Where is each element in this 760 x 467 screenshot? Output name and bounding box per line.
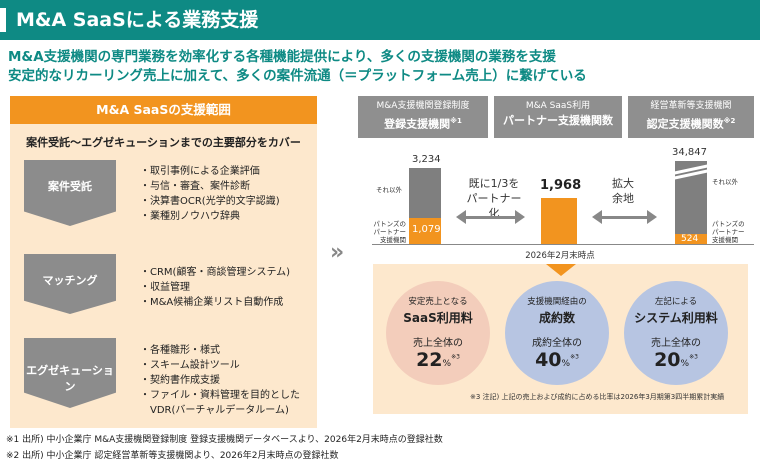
left-partner-label-line: パトンズの [373,220,406,228]
right-partner-label: パトンズの パートナー 支援機関 [712,220,745,244]
right-partner-label-line: パトンズの [712,220,745,228]
right-total-label: 34,847 [672,147,707,158]
circle-deals: 支援機関経由の 成約数 成約全体の 40%※3 [505,281,609,385]
footnote-2: ※2 出所) 中小企業庁 認定経営革新等支援機関より、2026年2月末時点の登録… [6,451,339,461]
left-bar-other [409,168,441,218]
circle-pre: 売上全体の [413,338,463,349]
column-header-sup: ※1 [450,117,462,125]
stage-3-item: ・各種雛形・様式 [140,345,220,356]
stage-3-item: VDR(バーチャルデータルーム) [140,405,289,416]
down-triangle-icon [546,264,576,276]
arrow-left-shaft [465,216,515,219]
left-partner-value: 1,079 [412,224,441,235]
left-bar-partner [409,218,441,244]
stage-3-item: ・ファイル・資料管理を目的とした [140,390,300,401]
stage-2-item: ・収益管理 [140,282,190,293]
circle-title: SaaS利用料 [403,311,473,325]
mid-text-right: 拡大 余地 [598,176,648,206]
stage-list-1: ・取引事例による企業評価 ・与信・審査、案件診断 ・決算書OCR(光学的文字認識… [140,164,280,224]
panel-subtitle: 案件受託〜エグゼキューションまでの主要部分をカバー [26,136,301,149]
title-bar [0,0,760,40]
column-header-partner: M&A SaaS利用 パートナー支援機関数 [494,96,622,138]
stage-2-item: ・M&A候補企業リスト自動作成 [140,297,284,308]
stage-1-item: ・決算書OCR(光学的文字認識) [140,196,280,207]
center-value: 1,968 [540,178,582,193]
column-header-line1: M&A支援機関登録制度 [376,101,470,111]
timestamp-label: 2026年2月末時点 [525,251,595,261]
circle-top: 支援機関経由の [527,297,587,307]
stage-3-item: ・スキーム設計ツール [140,360,240,371]
mid-text-left: 既に1/3を パートナー化 [462,176,526,221]
stage-list-3: ・各種雛形・様式 ・スキーム設計ツール ・契約書作成支援 ・ファイル・資料管理を… [140,343,300,418]
circle-pre: 成約全体の [532,338,582,349]
mid-text-left-line: 既に1/3を [468,177,520,190]
stage-1-item: ・与信・審査、案件診断 [140,181,250,192]
column-header-sup: ※2 [723,117,736,125]
mid-text-right-line: 拡大 [612,177,634,190]
arrow-right-shaft [601,216,647,219]
stage-label-1: 案件受託 [48,180,92,193]
note-3: ※3 注記) 上記の売上および成約に占める比率は2026年3月期第3四半期累計実… [470,393,725,401]
right-other-label: それ以外 [712,178,738,186]
arrow-right-head-icon [515,210,525,224]
circle-saas-fee: 安定売上となる SaaS利用料 売上全体の 22%※3 [386,281,490,385]
column-header-line2: 認定支援機関数 [646,117,724,131]
right-partner-label-line: パートナー [712,228,745,236]
circle-top: 左記による [654,297,698,307]
stage-chevron-3: エグゼキューション [24,338,116,408]
circle-value: 40 [535,349,562,371]
circle-top: 安定売上となる [408,297,468,307]
stage-2-item: ・CRM(顧客・商談管理システム) [140,267,291,278]
baseline [372,244,754,245]
circle-unit: % [442,359,452,369]
stage-chevron-2: マッチング [24,254,116,314]
lead-line-2: 安定的なリカーリング売上に加えて、多くの案件流通（＝プラットフォーム売上）に繋げ… [8,68,587,84]
stage-1-item: ・取引事例による企業評価 [140,166,260,177]
stage-chevron-1: 案件受託 [24,160,116,226]
arrow-left-head-icon [456,210,466,224]
circle-sup: ※3 [689,353,698,361]
stage-label-2: マッチング [42,274,98,287]
page-title: M&A SaaSによる業務支援 [16,9,259,31]
lead-line-1: M&A支援機関の専門業務を効率化する各種機能提供により、多くの支援機関の業務を支… [8,49,556,65]
stage-3-item: ・契約書作成支援 [140,375,220,386]
stage-label-3: エグゼキューション [26,364,114,393]
column-header-line2: パートナー支援機関数 [503,114,613,127]
circle-title: 成約数 [538,311,575,325]
left-other-label: それ以外 [376,186,402,194]
double-chevron-right-icon: » [330,240,345,265]
arrow-left-head-icon [592,210,602,224]
arrow-right-head-icon [647,210,657,224]
right-partner-label-line: 支援機関 [712,236,738,244]
column-header-registered: M&A支援機関登録制度 登録支援機関※1 [358,96,488,138]
mid-text-left-line: パートナー化 [466,192,522,220]
left-partner-label: パトンズの パートナー 支援機関 [368,220,406,244]
right-bar-partner [675,234,707,244]
circle-sup: ※3 [570,353,579,361]
title-accent [0,8,6,32]
column-header-line2: 登録支援機関 [384,117,451,131]
footnote-1: ※1 出所) 中小企業庁 M&A支援機関登録制度 登録支援機関データベースより、… [6,435,443,445]
circle-unit: % [680,359,690,369]
circle-system-fee: 左記による システム利用料 売上全体の 20%※3 [624,281,728,385]
stage-1-item: ・業種別ノウハウ辞典 [140,211,240,222]
left-partner-label-line: パートナー [373,228,407,236]
panel-header: M&A SaaSの支援範囲 [10,96,317,124]
stage-list-2: ・CRM(顧客・商談管理システム) ・収益管理 ・M&A候補企業リスト自動作成 [140,265,290,310]
left-total-label: 3,234 [412,154,441,165]
circle-title: システム利用料 [634,311,718,325]
center-bar [541,198,577,244]
circle-value: 22 [416,349,443,371]
right-partner-value: 524 [681,234,699,244]
circle-sup: ※3 [451,353,460,361]
column-header-line1: M&A SaaS利用 [525,101,591,111]
mid-text-right-line: 余地 [612,192,634,205]
circle-unit: % [561,359,571,369]
circle-value: 20 [654,349,681,371]
circle-pre: 売上全体の [651,338,701,349]
left-partner-label-line: 支援機関 [380,236,406,244]
column-header-line1: 経営革新等支援機関 [650,101,732,111]
column-header-certified: 経営革新等支援機関 認定支援機関数※2 [628,96,754,138]
